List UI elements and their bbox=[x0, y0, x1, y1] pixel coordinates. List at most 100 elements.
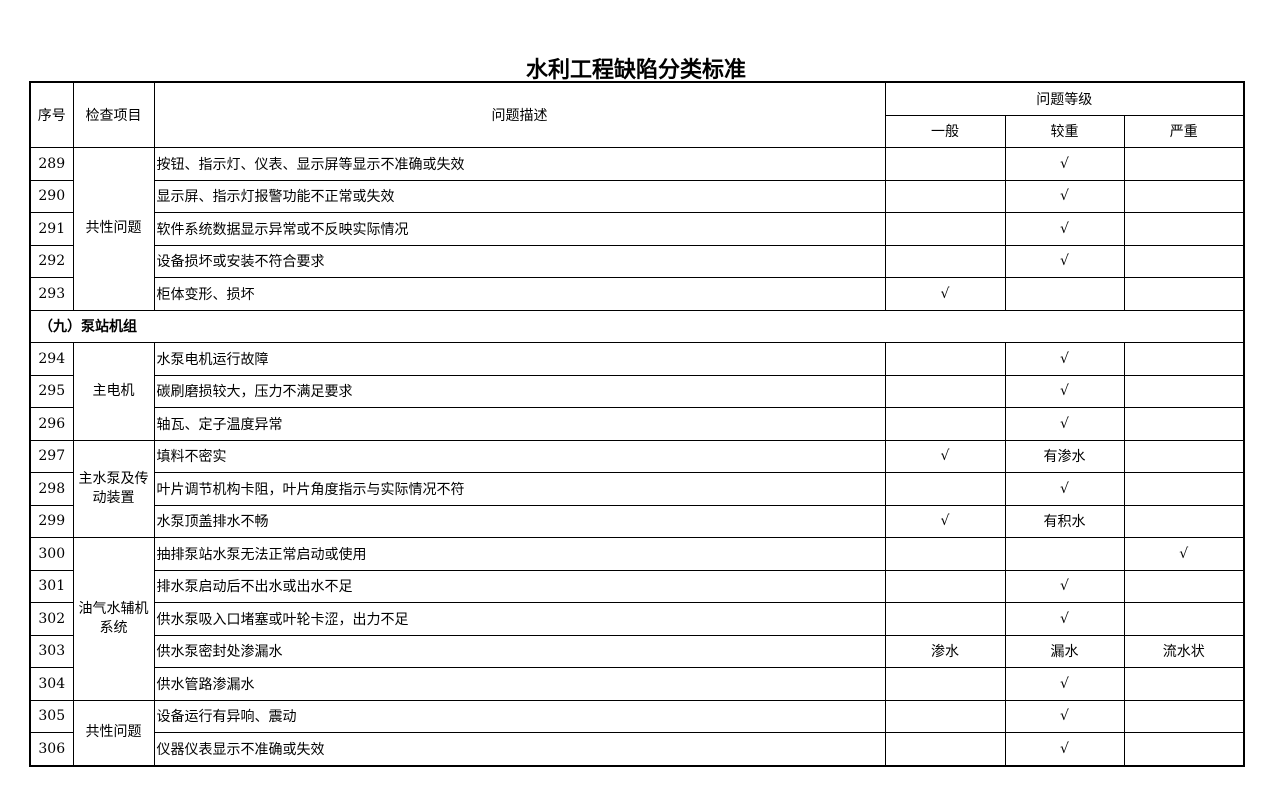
problem-description: 软件系统数据显示异常或不反映实际情况 bbox=[153, 212, 886, 246]
level-major: √ bbox=[1004, 212, 1125, 246]
header-severe: 严重 bbox=[1123, 114, 1245, 148]
level-general: 渗水 bbox=[884, 634, 1006, 668]
level-major: √ bbox=[1004, 732, 1125, 766]
level-general bbox=[884, 179, 1006, 213]
row-number: 304 bbox=[29, 667, 74, 701]
level-general bbox=[884, 374, 1006, 408]
level-major: √ bbox=[1004, 244, 1125, 278]
problem-description: 显示屏、指示灯报警功能不正常或失效 bbox=[153, 179, 886, 213]
level-major bbox=[1004, 277, 1125, 311]
problem-description: 仪器仪表显示不准确或失效 bbox=[153, 732, 886, 766]
level-general: √ bbox=[884, 504, 1006, 538]
table-row: 305 共性问题 设备运行有异响、震动 √ bbox=[29, 699, 1245, 766]
level-severe bbox=[1123, 699, 1245, 733]
row-number: 296 bbox=[29, 407, 74, 441]
table-row: 291 软件系统数据显示异常或不反映实际情况 √ bbox=[29, 212, 1245, 246]
table-row: 306 仪器仪表显示不准确或失效 √ bbox=[29, 732, 1245, 766]
page-title: 水利工程缺陷分类标准 bbox=[525, 58, 746, 83]
level-major: √ bbox=[1004, 472, 1125, 506]
problem-description: 设备损坏或安装不符合要求 bbox=[153, 244, 886, 278]
header-desc: 问题描述 bbox=[153, 81, 886, 148]
level-severe bbox=[1123, 667, 1245, 701]
row-number: 293 bbox=[29, 277, 74, 311]
problem-description: 供水管路渗漏水 bbox=[153, 667, 886, 701]
level-severe: 流水状 bbox=[1123, 634, 1245, 668]
level-general: √ bbox=[884, 277, 1006, 311]
row-number: 306 bbox=[29, 732, 74, 766]
defect-table: 序号 检查项目 问题描述 问题等级 一般 较重 严重 289 共性问题 按钮、指示灯… bbox=[29, 81, 1246, 767]
table-body: 289 共性问题 按钮、指示灯、仪表、显示屏等显示不准确或失效 √ 290 显示屏、指示灯… bbox=[29, 147, 1245, 766]
table-row: 302 供水泵吸入口堵塞或叶轮卡涩，出力不足 √ bbox=[29, 602, 1245, 636]
problem-description: 按钮、指示灯、仪表、显示屏等显示不准确或失效 bbox=[153, 147, 886, 181]
row-number: 297 bbox=[29, 439, 74, 473]
table-row: 289 共性问题 按钮、指示灯、仪表、显示屏等显示不准确或失效 √ bbox=[29, 147, 1245, 311]
level-general: √ bbox=[884, 439, 1006, 473]
level-general bbox=[884, 472, 1006, 506]
level-general bbox=[884, 537, 1006, 571]
check-item: 油气水辅机系统 bbox=[72, 537, 155, 701]
table-row: 293 柜体变形、损坏 √ bbox=[29, 277, 1245, 311]
row-number: 291 bbox=[29, 212, 74, 246]
table-row: 294 主电机 水泵电机运行故障 √ bbox=[29, 342, 1245, 441]
level-severe bbox=[1123, 407, 1245, 441]
problem-description: 水泵顶盖排水不畅 bbox=[153, 504, 886, 538]
level-major: √ bbox=[1004, 147, 1125, 181]
problem-description: 填料不密实 bbox=[153, 439, 886, 473]
check-item: 共性问题 bbox=[72, 699, 155, 766]
problem-description: 水泵电机运行故障 bbox=[153, 342, 886, 376]
level-general bbox=[884, 699, 1006, 733]
level-general bbox=[884, 244, 1006, 278]
row-number: 298 bbox=[29, 472, 74, 506]
row-number: 290 bbox=[29, 179, 74, 213]
header-no: 序号 bbox=[29, 81, 74, 148]
level-severe bbox=[1123, 374, 1245, 408]
level-major: √ bbox=[1004, 342, 1125, 376]
level-severe bbox=[1123, 179, 1245, 213]
problem-description: 柜体变形、损坏 bbox=[153, 277, 886, 311]
table-row: 295 碳刷磨损较大，压力不满足要求 √ bbox=[29, 374, 1245, 408]
table-row: 296 轴瓦、定子温度异常 √ bbox=[29, 407, 1245, 441]
level-severe bbox=[1123, 147, 1245, 181]
level-severe bbox=[1123, 212, 1245, 246]
problem-description: 供水泵密封处渗漏水 bbox=[153, 634, 886, 668]
level-severe bbox=[1123, 504, 1245, 538]
level-major: 漏水 bbox=[1004, 634, 1125, 668]
level-major: √ bbox=[1004, 374, 1125, 408]
level-major: √ bbox=[1004, 602, 1125, 636]
header-major: 较重 bbox=[1004, 114, 1125, 148]
problem-description: 碳刷磨损较大，压力不满足要求 bbox=[153, 374, 886, 408]
header-level: 问题等级 bbox=[884, 81, 1245, 116]
row-number: 303 bbox=[29, 634, 74, 668]
row-number: 305 bbox=[29, 699, 74, 733]
table-row: 299 水泵顶盖排水不畅 √ 有积水 bbox=[29, 504, 1245, 538]
level-severe bbox=[1123, 732, 1245, 766]
row-number: 292 bbox=[29, 244, 74, 278]
header-general: 一般 bbox=[884, 114, 1006, 148]
level-severe bbox=[1123, 472, 1245, 506]
table-row: 303 供水泵密封处渗漏水 渗水 漏水 流水状 bbox=[29, 634, 1245, 668]
table-row: 300 油气水辅机系统 抽排泵站水泵无法正常启动或使用 √ bbox=[29, 537, 1245, 701]
level-major: √ bbox=[1004, 569, 1125, 603]
problem-description: 叶片调节机构卡阻，叶片角度指示与实际情况不符 bbox=[153, 472, 886, 506]
table-row: 304 供水管路渗漏水 √ bbox=[29, 667, 1245, 701]
level-major bbox=[1004, 537, 1125, 571]
check-item: 主电机 bbox=[72, 342, 155, 441]
check-item: 主水泵及传动装置 bbox=[72, 439, 155, 538]
table-row: 297 主水泵及传动装置 填料不密实 √ 有渗水 bbox=[29, 439, 1245, 538]
row-number: 294 bbox=[29, 342, 74, 376]
row-number: 289 bbox=[29, 147, 74, 181]
level-severe bbox=[1123, 277, 1245, 311]
header-item: 检查项目 bbox=[72, 81, 155, 148]
table-row: 301 排水泵启动后不出水或出水不足 √ bbox=[29, 569, 1245, 603]
problem-description: 供水泵吸入口堵塞或叶轮卡涩，出力不足 bbox=[153, 602, 886, 636]
level-general bbox=[884, 212, 1006, 246]
level-severe: √ bbox=[1123, 537, 1245, 571]
level-major: √ bbox=[1004, 407, 1125, 441]
table-row: 290 显示屏、指示灯报警功能不正常或失效 √ bbox=[29, 179, 1245, 213]
level-general bbox=[884, 569, 1006, 603]
level-major: 有渗水 bbox=[1004, 439, 1125, 473]
level-major: √ bbox=[1004, 667, 1125, 701]
row-number: 295 bbox=[29, 374, 74, 408]
level-major: √ bbox=[1004, 699, 1125, 733]
level-general bbox=[884, 342, 1006, 376]
